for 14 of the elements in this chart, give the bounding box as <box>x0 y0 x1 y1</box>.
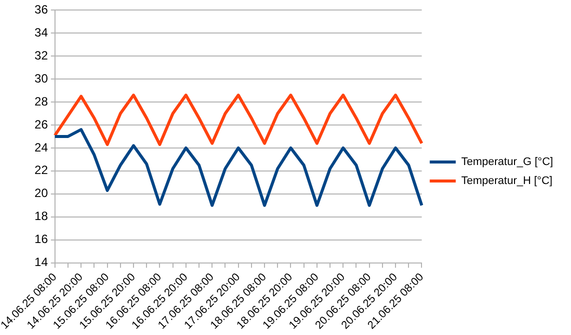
y-tick-label: 36 <box>34 2 48 17</box>
legend-label: Temperatur_H [°C] <box>461 175 552 188</box>
y-tick-label: 24 <box>34 140 48 154</box>
y-tick-label: 18 <box>34 209 48 224</box>
y-tick-label: 32 <box>34 48 48 62</box>
y-tick-label: 20 <box>34 186 48 200</box>
y-tick-label: 26 <box>34 117 48 132</box>
y-tick-label: 34 <box>34 25 48 40</box>
y-tick-label: 30 <box>34 71 48 86</box>
y-tick-label: 16 <box>34 232 48 246</box>
y-tick-label: 14 <box>34 255 48 270</box>
y-tick-label: 22 <box>34 163 48 178</box>
legend-label: Temperatur_G [°C] <box>461 156 554 168</box>
y-tick-label: 28 <box>34 94 48 108</box>
